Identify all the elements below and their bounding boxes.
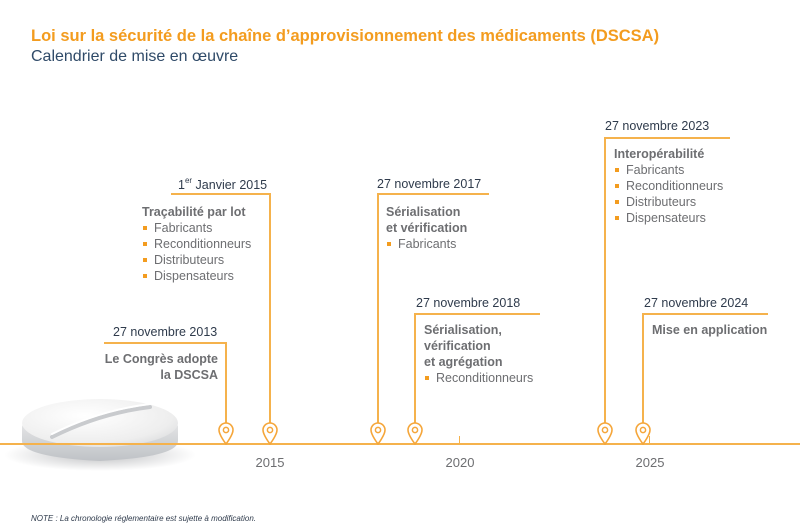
milestone-list-2015: Fabricants Reconditionneurs Distributeur… xyxy=(142,220,251,284)
date-rule-2023 xyxy=(604,137,730,139)
milestone-event-2017: Sérialisation et vérification xyxy=(386,204,467,236)
connector-2015 xyxy=(269,193,271,426)
milestone-event-2015: Traçabilité par lot xyxy=(142,205,246,219)
footnote: NOTE : La chronologie réglementaire est … xyxy=(31,514,257,523)
list-item: Dispensateurs xyxy=(142,268,251,284)
date-rule-2013 xyxy=(104,342,226,344)
axis-tick-2020 xyxy=(459,436,460,444)
list-item: Reconditionneurs xyxy=(424,370,533,386)
milestone-date-2024: 27 novembre 2024 xyxy=(644,296,749,310)
event-line: Sérialisation, xyxy=(424,323,502,337)
list-item: Distributeurs xyxy=(614,194,723,210)
axis-tick-2025 xyxy=(649,436,650,444)
milestone-event-2013: Le Congrès adopte la DSCSA xyxy=(104,352,218,382)
location-pin-icon xyxy=(217,421,235,445)
event-line: et agrégation xyxy=(424,355,503,369)
event-line: et vérification xyxy=(386,221,468,235)
milestone-date-2023: 27 novembre 2023 xyxy=(605,119,710,133)
page-title: Loi sur la sécurité de la chaîne d’appro… xyxy=(31,27,660,45)
milestone-list-2017: Fabricants xyxy=(386,236,456,252)
connector-2024 xyxy=(642,313,644,426)
axis-year-2015: 2015 xyxy=(255,455,285,470)
date-rule-2015 xyxy=(171,193,270,195)
list-item: Dispensateurs xyxy=(614,210,723,226)
list-item: Fabricants xyxy=(614,162,723,178)
timeline-axis xyxy=(0,443,800,445)
location-pin-icon xyxy=(261,421,279,445)
connector-2023 xyxy=(604,137,606,426)
date-rule-2024 xyxy=(642,313,768,315)
milestone-date-2018: 27 novembre 2018 xyxy=(416,296,521,310)
milestone-list-2018: Reconditionneurs xyxy=(424,370,533,386)
milestone-event-2024: Mise en application xyxy=(652,323,768,337)
milestone-date-2017: 27 novembre 2017 xyxy=(377,177,482,191)
list-item: Distributeurs xyxy=(142,252,251,268)
connector-2018 xyxy=(414,313,416,426)
milestone-event-2023: Interopérabilité xyxy=(614,147,705,161)
location-pin-icon xyxy=(406,421,424,445)
connector-2013 xyxy=(225,342,227,426)
milestone-event-2018: Sérialisation, vérification et agrégatio… xyxy=(424,322,503,370)
milestone-list-2023: Fabricants Reconditionneurs Distributeur… xyxy=(614,162,723,226)
location-pin-icon xyxy=(596,421,614,445)
connector-2017 xyxy=(377,193,379,426)
milestone-date-2015: 1er Janvier 2015 xyxy=(178,176,268,193)
list-item: Reconditionneurs xyxy=(614,178,723,194)
date-rule-2017 xyxy=(377,193,489,195)
location-pin-icon xyxy=(634,421,652,445)
page-subtitle: Calendrier de mise en œuvre xyxy=(31,48,239,65)
list-item: Reconditionneurs xyxy=(142,236,251,252)
axis-year-2020: 2020 xyxy=(445,455,475,470)
axis-year-2025: 2025 xyxy=(635,455,665,470)
date-rule-2018 xyxy=(414,313,540,315)
pill-illustration xyxy=(4,399,196,471)
event-line: vérification xyxy=(424,339,491,353)
event-line: Sérialisation xyxy=(386,205,461,219)
milestone-date-2013: 27 novembre 2013 xyxy=(113,325,218,339)
list-item: Fabricants xyxy=(386,236,456,252)
location-pin-icon xyxy=(369,421,387,445)
list-item: Fabricants xyxy=(142,220,251,236)
